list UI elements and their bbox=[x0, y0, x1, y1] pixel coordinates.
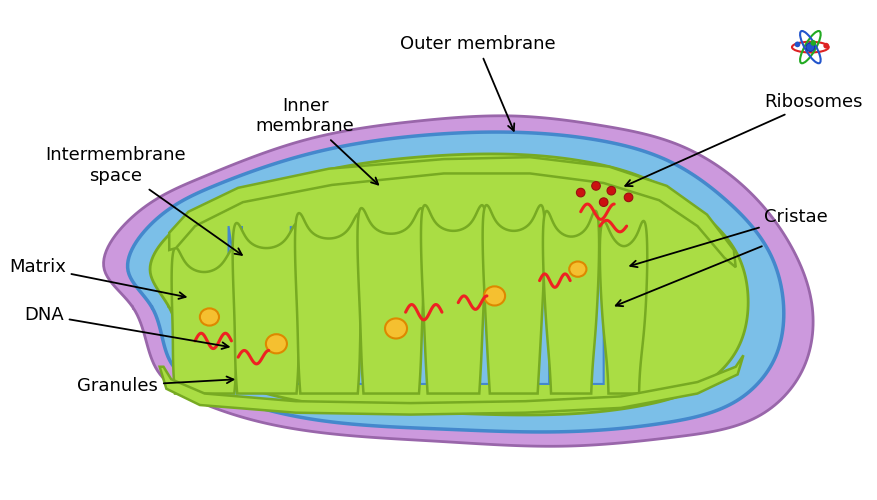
Polygon shape bbox=[543, 211, 599, 394]
Polygon shape bbox=[590, 226, 603, 384]
Polygon shape bbox=[229, 226, 242, 384]
Text: Inner
membrane: Inner membrane bbox=[256, 96, 378, 184]
Ellipse shape bbox=[569, 262, 587, 277]
Circle shape bbox=[624, 193, 633, 202]
Polygon shape bbox=[169, 157, 736, 267]
Polygon shape bbox=[476, 226, 489, 384]
Polygon shape bbox=[291, 226, 304, 384]
Circle shape bbox=[806, 43, 815, 52]
Polygon shape bbox=[482, 205, 545, 394]
Polygon shape bbox=[103, 116, 813, 446]
Circle shape bbox=[599, 198, 608, 206]
Text: Granules: Granules bbox=[77, 376, 233, 395]
Polygon shape bbox=[232, 223, 302, 394]
Text: Intermembrane
space: Intermembrane space bbox=[46, 146, 242, 255]
Ellipse shape bbox=[484, 286, 505, 306]
Text: Outer membrane: Outer membrane bbox=[400, 36, 555, 131]
Polygon shape bbox=[353, 226, 367, 384]
Ellipse shape bbox=[385, 318, 407, 338]
Circle shape bbox=[576, 188, 585, 197]
Polygon shape bbox=[128, 132, 784, 432]
Circle shape bbox=[824, 43, 829, 49]
Circle shape bbox=[810, 40, 816, 46]
Polygon shape bbox=[160, 356, 744, 414]
Text: Cristae: Cristae bbox=[631, 208, 828, 267]
Polygon shape bbox=[421, 205, 486, 394]
Polygon shape bbox=[600, 221, 647, 394]
Text: Ribosomes: Ribosomes bbox=[625, 92, 863, 186]
Polygon shape bbox=[150, 154, 748, 415]
Polygon shape bbox=[415, 226, 429, 384]
Polygon shape bbox=[358, 208, 425, 394]
Circle shape bbox=[795, 42, 801, 48]
Text: Matrix: Matrix bbox=[9, 258, 186, 299]
Text: DNA: DNA bbox=[25, 306, 229, 349]
Polygon shape bbox=[172, 248, 238, 394]
Circle shape bbox=[592, 182, 601, 190]
Circle shape bbox=[607, 186, 616, 195]
Polygon shape bbox=[536, 226, 549, 384]
Ellipse shape bbox=[266, 334, 287, 353]
Polygon shape bbox=[295, 213, 363, 394]
Ellipse shape bbox=[200, 308, 219, 326]
